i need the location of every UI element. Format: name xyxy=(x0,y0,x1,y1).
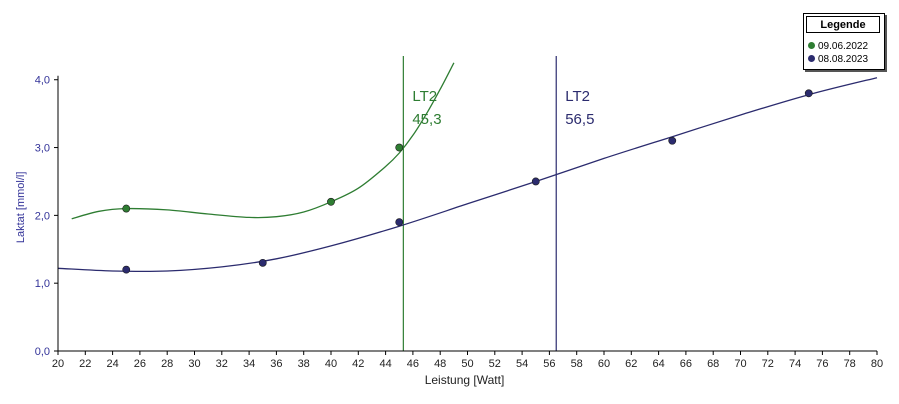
series-1-point-2 xyxy=(327,197,335,206)
x-tick-label: 20 xyxy=(52,358,64,370)
series-curve-2 xyxy=(57,77,878,273)
fit-curves xyxy=(57,62,878,273)
series-2-point-2 xyxy=(258,258,267,267)
series-2-point-3 xyxy=(395,218,404,227)
legend: Legende 09.06.2022 08.08.2023 xyxy=(803,13,885,70)
x-tick-label: 24 xyxy=(106,358,118,370)
axes xyxy=(57,75,877,352)
y-tick-label: 1,0 xyxy=(35,278,50,290)
x-axis-title: Leistung [Watt] xyxy=(425,373,505,387)
series-1-point-3 xyxy=(395,143,404,152)
x-tick-label: 80 xyxy=(871,358,883,370)
x-tick-label: 64 xyxy=(652,358,664,370)
y-tick-label: 4,0 xyxy=(35,75,50,87)
y-tick-label: 0,0 xyxy=(35,346,50,358)
x-tick-label: 46 xyxy=(407,358,419,370)
x-tick-label: 50 xyxy=(461,358,473,370)
x-tick-label: 78 xyxy=(844,358,856,370)
lt2-label-1: LT2 xyxy=(412,88,437,105)
x-tick-label: 40 xyxy=(325,358,337,370)
legend-dot-icon xyxy=(808,41,815,49)
lt2-value-2: 56,5 xyxy=(565,111,594,128)
x-tick-label: 44 xyxy=(379,358,391,370)
x-tick-label: 76 xyxy=(816,358,828,370)
x-tick-label: 36 xyxy=(270,358,282,370)
data-points xyxy=(122,89,813,274)
series-2-point-4 xyxy=(531,177,540,186)
legend-item-1: 09.06.2022 xyxy=(808,41,868,53)
legend-item-2: 08.08.2023 xyxy=(808,54,868,66)
series-2-point-6 xyxy=(804,89,813,98)
x-tick-label: 32 xyxy=(216,358,228,370)
x-tick-label: 52 xyxy=(489,358,501,370)
x-ticks: 20 22 24 26 28 30 32 34 36 38 40 42 44 46 48 50 52 54 56 58… xyxy=(52,351,883,370)
x-tick-label: 28 xyxy=(161,358,173,370)
x-tick-label: 48 xyxy=(434,358,446,370)
threshold-lines: LT2 45,3 LT2 56,5 xyxy=(402,56,594,351)
x-tick-label: 58 xyxy=(571,358,583,370)
x-tick-label: 22 xyxy=(79,358,91,370)
x-tick-label: 42 xyxy=(352,358,364,370)
series-2-point-5 xyxy=(668,136,677,145)
legend-label: 08.08.2023 xyxy=(818,54,869,65)
x-tick-label: 56 xyxy=(543,358,555,370)
y-tick-label: 2,0 xyxy=(35,210,50,222)
x-tick-label: 66 xyxy=(680,358,692,370)
x-tick-label: 62 xyxy=(625,358,637,370)
x-tick-label: 54 xyxy=(516,358,528,370)
y-axis-title: Laktat [mmol/l] xyxy=(15,172,27,244)
x-tick-label: 34 xyxy=(243,358,255,370)
x-tick-label: 70 xyxy=(734,358,746,370)
series-1-point-1 xyxy=(122,204,131,213)
y-tick-label: 3,0 xyxy=(35,143,50,155)
x-tick-label: 74 xyxy=(789,358,801,370)
legend-dot-icon xyxy=(808,54,815,62)
legend-label: 09.06.2022 xyxy=(818,41,869,52)
x-tick-label: 72 xyxy=(762,358,774,370)
x-tick-label: 60 xyxy=(598,358,610,370)
x-tick-label: 30 xyxy=(188,358,200,370)
lt2-label-2: LT2 xyxy=(565,88,590,105)
y-ticks: 0,0 1,0 2,0 3,0 4,0 xyxy=(35,75,58,358)
legend-title: Legende xyxy=(806,16,880,33)
x-tick-label: 26 xyxy=(134,358,146,370)
x-tick-label: 68 xyxy=(707,358,719,370)
lt2-value-1: 45,3 xyxy=(412,111,441,128)
series-curve-1 xyxy=(71,62,455,220)
series-2-point-1 xyxy=(122,265,131,274)
x-tick-label: 38 xyxy=(298,358,310,370)
